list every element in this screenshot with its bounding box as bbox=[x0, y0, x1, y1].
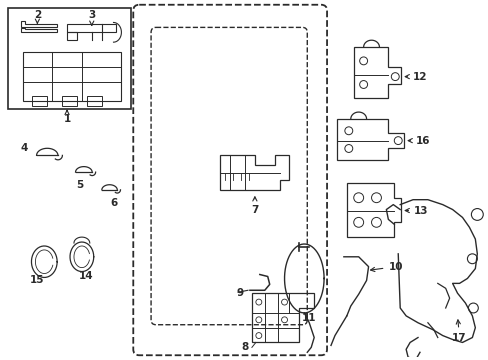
Text: 3: 3 bbox=[88, 10, 95, 26]
Text: 4: 4 bbox=[21, 144, 28, 153]
Text: 5: 5 bbox=[76, 180, 83, 190]
Text: 9: 9 bbox=[236, 288, 243, 298]
Text: 7: 7 bbox=[251, 197, 258, 215]
Polygon shape bbox=[8, 8, 131, 109]
Text: 1: 1 bbox=[63, 110, 71, 124]
Text: 10: 10 bbox=[370, 262, 402, 272]
Text: 12: 12 bbox=[405, 72, 427, 82]
Text: 11: 11 bbox=[302, 313, 316, 323]
Text: 16: 16 bbox=[407, 136, 429, 145]
Text: 2: 2 bbox=[34, 10, 41, 23]
Text: 17: 17 bbox=[451, 320, 466, 342]
Text: 15: 15 bbox=[30, 275, 44, 285]
Text: 6: 6 bbox=[110, 198, 117, 208]
Text: 13: 13 bbox=[405, 206, 427, 216]
Text: 8: 8 bbox=[241, 342, 248, 352]
Text: 14: 14 bbox=[79, 271, 93, 282]
